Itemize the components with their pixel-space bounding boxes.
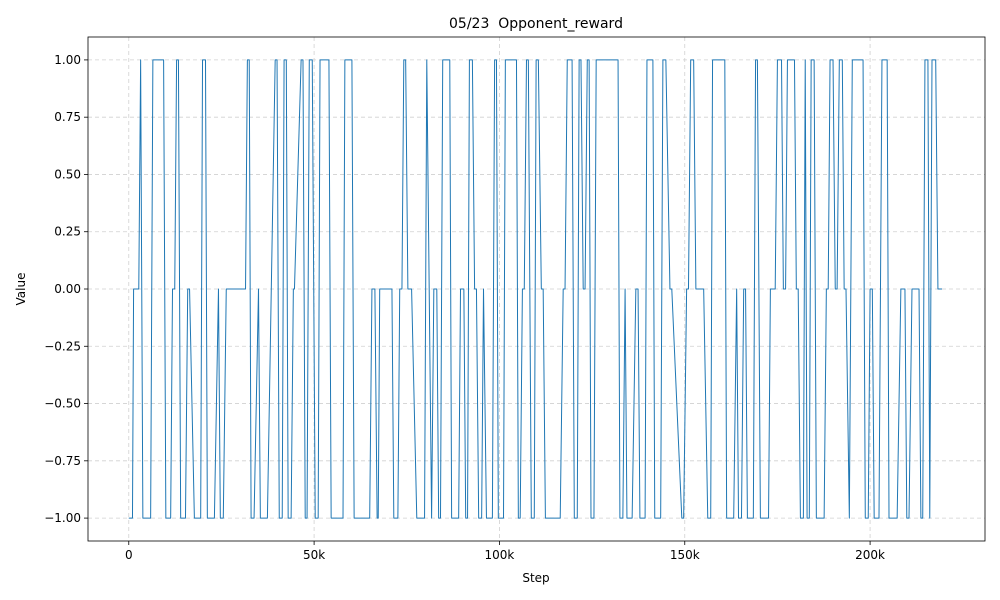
y-axis-label: Value bbox=[14, 273, 28, 306]
x-axis-label: Step bbox=[522, 571, 549, 585]
x-tick-label: 200k bbox=[855, 548, 885, 562]
y-tick-label: −0.75 bbox=[44, 454, 81, 468]
y-tick-label: 0.50 bbox=[54, 167, 81, 181]
y-tick-label: −0.25 bbox=[44, 339, 81, 353]
plot-frame bbox=[87, 36, 986, 542]
x-tick-label: 50k bbox=[303, 548, 325, 562]
chart-title: 05/23 Opponent_reward bbox=[449, 16, 623, 32]
y-tick-label: 0.75 bbox=[54, 110, 81, 124]
y-tick-label: −0.50 bbox=[44, 397, 81, 411]
x-tick-label: 150k bbox=[670, 548, 700, 562]
y-tick-label: 1.00 bbox=[54, 53, 81, 67]
y-tick-label: 0.00 bbox=[54, 282, 81, 296]
y-tick-label: 0.25 bbox=[54, 225, 81, 239]
y-tick-label: −1.00 bbox=[44, 511, 81, 525]
x-tick-label: 100k bbox=[485, 548, 515, 562]
x-tick-label: 0 bbox=[125, 548, 133, 562]
data-line bbox=[128, 59, 942, 519]
